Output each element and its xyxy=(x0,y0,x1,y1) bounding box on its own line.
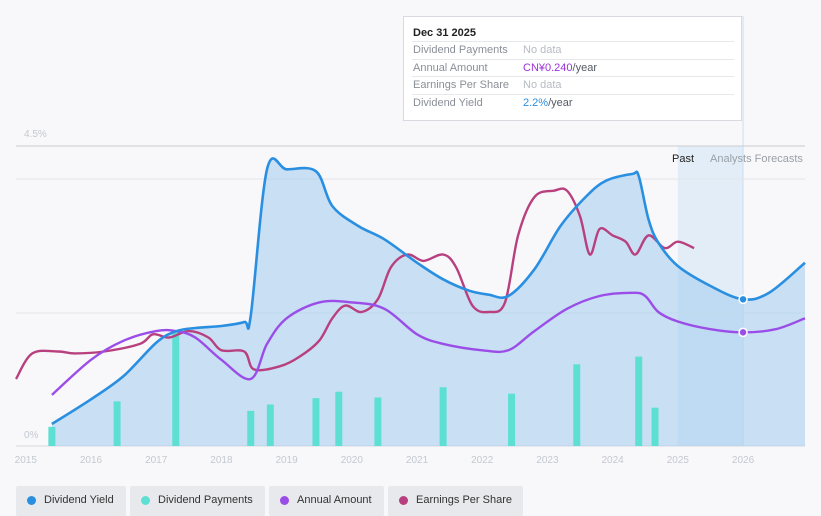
annual-amount-line xyxy=(51,291,806,396)
tooltip-row-value: No data xyxy=(523,79,562,91)
dividend-yield-area xyxy=(51,158,805,446)
x-tick-label: 2021 xyxy=(406,455,429,466)
dividend-payment-bar xyxy=(113,401,121,446)
tooltip-row: Dividend Payments No data xyxy=(412,41,734,59)
tooltip-row: Dividend Yield 2.2%/year xyxy=(412,93,734,112)
legend-dot-icon xyxy=(141,496,150,505)
legend-label: Dividend Yield xyxy=(44,494,114,506)
dividend-yield-line xyxy=(51,157,806,426)
dividend-payment-bar xyxy=(374,397,382,446)
tooltip-row-label: Dividend Yield xyxy=(413,96,483,109)
tooltip-row-label: Dividend Payments xyxy=(413,44,508,56)
legend-item-annual-amount[interactable]: Annual Amount xyxy=(269,486,384,516)
x-tick-label: 2022 xyxy=(471,455,494,466)
tooltip-row-label: Annual Amount xyxy=(413,61,488,74)
tooltip-value-unit: /year xyxy=(548,96,573,109)
x-tick-label: 2016 xyxy=(80,455,103,466)
legend-dot-icon xyxy=(399,496,408,505)
tooltip-row-value: No data xyxy=(523,44,562,56)
x-tick-label: 2025 xyxy=(667,455,690,466)
dividend-payment-bar xyxy=(312,398,320,446)
tooltip-value-unit: /year xyxy=(572,61,598,74)
tooltip-value-number: No data xyxy=(523,44,562,56)
tooltip-row: Annual Amount CN¥0.240/year xyxy=(412,58,734,77)
tooltip-value-number: CN¥0.240 xyxy=(523,61,573,74)
annual-amount-marker xyxy=(738,327,748,338)
x-tick-label: 2024 xyxy=(602,455,625,466)
x-tick-label: 2019 xyxy=(275,455,298,466)
dividend-payment-bar xyxy=(48,426,56,446)
dividend-payment-bars xyxy=(48,331,659,446)
y-axis-label-top: 4.5% xyxy=(24,129,47,140)
dividend-payment-bar xyxy=(335,391,343,446)
series-lines xyxy=(14,157,806,426)
dividend-payment-bar xyxy=(573,364,581,446)
dividend-payment-bar xyxy=(635,356,643,446)
dividend-yield-marker xyxy=(738,294,748,305)
x-tick-label: 2026 xyxy=(732,455,755,466)
dividend-payment-bar xyxy=(172,331,180,446)
tooltip-row-value: 2.2%/year xyxy=(523,97,573,109)
legend-label: Dividend Payments xyxy=(158,494,253,506)
yield-area xyxy=(51,158,805,446)
dividend-payment-bar xyxy=(247,410,255,446)
highlight-markers xyxy=(738,294,748,338)
tooltip-row-label: Earnings Per Share xyxy=(413,79,509,91)
x-tick-label: 2018 xyxy=(210,455,233,466)
legend-item-dividend-yield[interactable]: Dividend Yield xyxy=(16,486,126,516)
legend-label: Annual Amount xyxy=(297,494,372,506)
tooltip-value-number: 2.2% xyxy=(523,96,549,109)
x-tick-label: 2017 xyxy=(145,455,168,466)
tooltip-value-number: No data xyxy=(523,79,562,91)
dividend-payment-bar xyxy=(266,404,274,446)
past-label: Past xyxy=(672,153,694,165)
x-axis-ticks: 2015 2016 2017 2018 2019 2020 2021 2022 2023 2024… xyxy=(15,455,755,466)
dividend-payment-bar xyxy=(651,407,659,446)
legend-label: Earnings Per Share xyxy=(416,494,512,506)
forecast-label: Analysts Forecasts xyxy=(710,153,803,165)
legend-item-earnings-per-share[interactable]: Earnings Per Share xyxy=(388,486,523,516)
x-tick-label: 2015 xyxy=(15,455,38,466)
legend-item-dividend-payments[interactable]: Dividend Payments xyxy=(130,486,265,516)
tooltip-date: Dec 31 2025 xyxy=(413,27,476,39)
x-tick-label: 2023 xyxy=(536,455,559,466)
dividend-payment-bar xyxy=(508,393,516,446)
tooltip-row-value: CN¥0.240/year xyxy=(523,62,597,74)
legend-dot-icon xyxy=(27,496,36,505)
tooltip: Dec 31 2025 Dividend Payments No data Annu… xyxy=(403,16,742,121)
earnings-per-share-line xyxy=(14,187,695,380)
dividend-payment-bar xyxy=(439,387,447,446)
x-tick-label: 2020 xyxy=(341,455,364,466)
y-axis-label-bottom: 0% xyxy=(24,430,39,441)
legend-dot-icon xyxy=(280,496,289,505)
tooltip-row: Earnings Per Share No data xyxy=(412,76,734,94)
